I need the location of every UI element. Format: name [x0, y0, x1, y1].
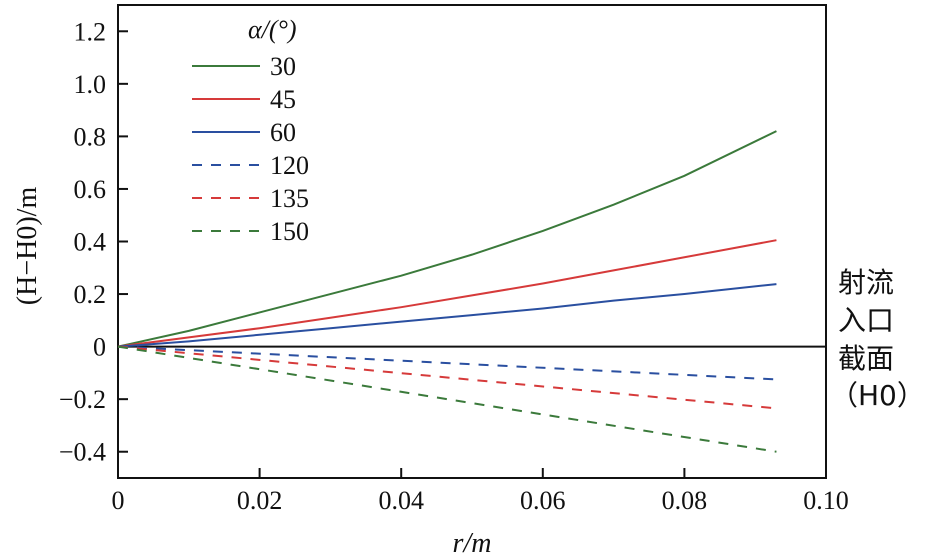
x-tick-label: 0.06	[520, 486, 566, 515]
y-tick-label: 0.4	[74, 228, 107, 257]
legend-label-60: 60	[270, 118, 296, 147]
plot-frame	[117, 4, 827, 479]
y-tick-label: −0.2	[59, 385, 106, 414]
y-axis-ticks: −0.4 −0.2 0 0.2 0.4 0.6 0.8 1.0 1.2	[59, 17, 128, 467]
y-tick-label: 0	[93, 333, 106, 362]
side-annotation: 射流 入口 截面 （H0）	[830, 266, 925, 412]
y-axis-label: (H−H0)/m	[12, 187, 43, 306]
y-tick-label: 0.2	[74, 280, 107, 309]
series-line-60	[117, 283, 777, 348]
x-tick-label: 0.08	[662, 486, 708, 515]
y-tick-label: 1.2	[74, 17, 107, 46]
side-note-line-1: 射流	[838, 266, 894, 299]
y-tick-label: −0.4	[59, 438, 106, 467]
legend-label-45: 45	[270, 85, 296, 114]
legend-items: 30 45 60 120 135 150	[192, 52, 309, 246]
legend-label-150: 150	[270, 217, 309, 246]
y-tick-label: 1.0	[74, 70, 107, 99]
series-line-150	[117, 345, 777, 453]
legend-label-120: 120	[270, 151, 309, 180]
x-axis-label: r/m	[453, 528, 492, 559]
side-note-line-4: （H0）	[830, 379, 925, 412]
x-axis-ticks: 0 0.02 0.04 0.06 0.08 0.10	[112, 468, 849, 515]
legend-title: α/(°)	[248, 15, 297, 44]
side-note-line-3: 截面	[838, 342, 894, 375]
series-lines	[117, 130, 777, 453]
legend-label-135: 135	[270, 184, 309, 213]
series-line-135	[117, 345, 777, 410]
legend-label-30: 30	[270, 52, 296, 81]
series-line-120	[117, 345, 777, 381]
y-tick-label: 0.6	[74, 175, 107, 204]
y-tick-label: 0.8	[74, 122, 107, 151]
x-tick-label: 0.10	[803, 486, 849, 515]
x-tick-label: 0.02	[237, 486, 283, 515]
x-tick-label: 0.04	[378, 486, 424, 515]
side-note-line-2: 入口	[838, 304, 894, 337]
series-line-30	[117, 130, 777, 348]
legend: α/(°) 30 45 60 120 135 150	[192, 15, 309, 246]
series-line-45	[117, 239, 777, 348]
x-tick-label: 0	[112, 486, 125, 515]
